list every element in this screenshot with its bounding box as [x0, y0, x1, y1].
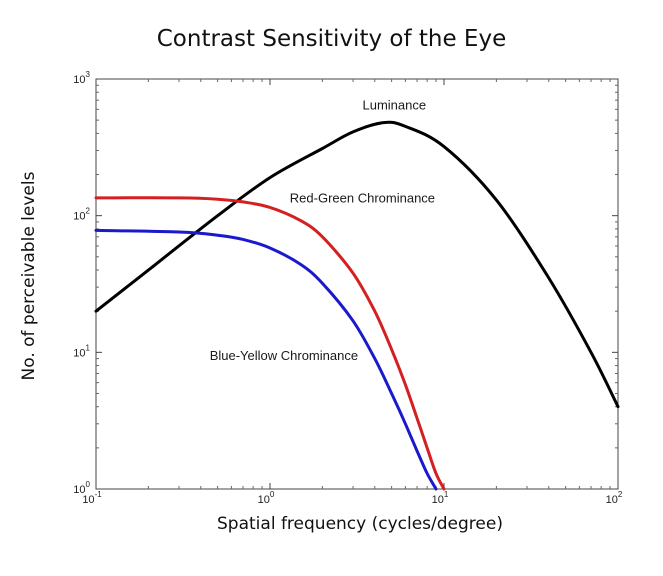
x-tick-label: 10-1: [82, 490, 102, 506]
chart-title: Contrast Sensitivity of the Eye: [156, 26, 507, 52]
annotation-blue-yellow-chrominance: Blue-Yellow Chrominance: [210, 348, 358, 363]
y-tick-label: 101: [73, 343, 90, 359]
x-tick-label: 102: [606, 490, 623, 506]
y-tick-label: 100: [73, 480, 90, 496]
y-tick-label: 103: [73, 70, 90, 86]
series-lines: [94, 120, 620, 491]
series-line-luminance: [94, 120, 620, 409]
annotation-red-green-chrominance: Red-Green Chrominance: [290, 190, 435, 205]
y-tick-label: 102: [73, 207, 90, 223]
annotation-luminance: Luminance: [363, 97, 427, 112]
series-line-blue-yellow-chrominance: [94, 228, 438, 491]
series-annotations: Luminance Red-Green Chrominance Blue-Yello…: [210, 97, 435, 363]
series-line-red-green-chrominance: [94, 196, 446, 491]
x-tick-label: 100: [258, 490, 275, 506]
x-tick-label: 101: [432, 490, 449, 506]
x-axis-label: Spatial frequency (cycles/degree): [217, 514, 503, 534]
plot-frame: [95, 78, 619, 490]
